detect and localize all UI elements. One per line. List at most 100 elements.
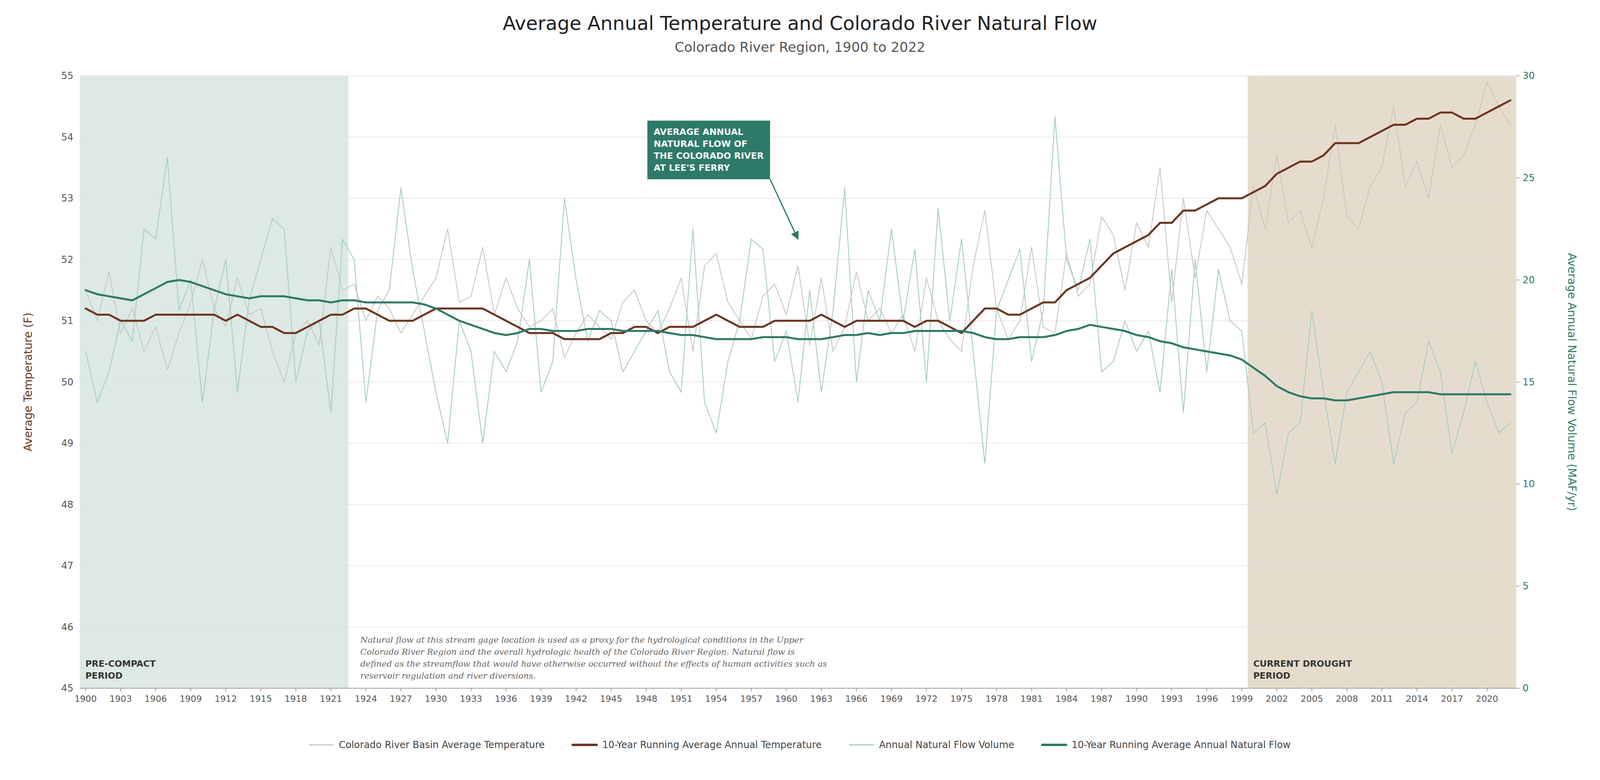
y2-tick — [1516, 687, 1520, 689]
x-tick — [1416, 688, 1418, 692]
annotation-text: AVERAGE ANNUALNATURAL FLOW OFTHE COLORAD… — [653, 126, 764, 173]
x-tick-label: 1972 — [915, 693, 938, 704]
grid-line — [79, 442, 1517, 444]
x-tick — [610, 688, 612, 692]
x-tick-label: 1909 — [179, 693, 202, 704]
y2-tick-label: 20 — [1522, 274, 1535, 286]
x-axis-line — [79, 687, 1517, 689]
legend-swatch — [849, 744, 874, 746]
grid-line — [79, 626, 1517, 628]
annual-line — [85, 116, 1511, 495]
x-tick-label: 1966 — [845, 693, 868, 704]
running-average-line — [85, 280, 1511, 401]
y2-tick — [1516, 75, 1520, 77]
x-tick-label: 1957 — [739, 693, 763, 704]
x-tick-label: 2017 — [1440, 693, 1464, 704]
x-tick — [330, 688, 332, 692]
y-tick-label: 48 — [61, 499, 74, 511]
x-tick — [926, 688, 928, 692]
running-average-line — [85, 100, 1511, 340]
y-tick-label: 52 — [61, 254, 74, 266]
title: Average Annual Temperature and Colorado … — [502, 11, 1098, 35]
grid-line — [79, 504, 1517, 506]
x-tick-label: 2020 — [1475, 693, 1499, 704]
legend-label: Annual Natural Flow Volume — [879, 739, 1015, 751]
x-tick — [435, 688, 437, 692]
x-tick — [716, 688, 717, 692]
legend-swatch — [572, 743, 597, 746]
x-tick — [891, 688, 892, 692]
grid-line — [79, 197, 1517, 199]
x-tick — [996, 688, 997, 692]
x-tick-label: 1927 — [389, 693, 413, 704]
legend-label: 10-Year Running Average Annual Natural F… — [1071, 739, 1291, 751]
x-tick-label: 2005 — [1300, 693, 1324, 704]
annotation-line: NATURAL FLOW OF — [653, 138, 748, 149]
lines — [85, 81, 1511, 495]
x-tick-label: 2008 — [1335, 693, 1358, 704]
y-tick-label: 49 — [61, 437, 74, 449]
grid — [79, 75, 1517, 689]
y2-tick-label: 5 — [1522, 580, 1529, 592]
x-tick — [120, 688, 122, 692]
x-tick — [785, 688, 787, 692]
x-tick — [856, 688, 857, 692]
grid-line — [79, 75, 1517, 77]
x-tick — [1171, 688, 1173, 692]
x-tick — [1101, 688, 1103, 692]
annotation-arrow — [770, 179, 799, 239]
x-tick-label: 1954 — [705, 693, 728, 704]
x-tick-label: 1981 — [1020, 693, 1043, 704]
x-tick — [400, 688, 402, 692]
x-tick-label: 1999 — [1230, 693, 1253, 704]
y-tick-label: 46 — [61, 621, 74, 633]
grid-line — [79, 259, 1517, 261]
x-tick — [1311, 688, 1313, 692]
x-tick — [1486, 688, 1488, 692]
footnote-line: Natural flow at this stream gage locatio… — [359, 635, 804, 645]
x-tick — [295, 688, 297, 692]
x-tick — [1381, 688, 1383, 692]
x-tick-label: 1948 — [635, 693, 658, 704]
annotation-line: AVERAGE ANNUAL — [653, 126, 744, 137]
footnote-line: defined as the streamflow that would hav… — [360, 658, 827, 669]
x-tick-label: 1942 — [564, 693, 588, 704]
x-tick — [680, 688, 682, 692]
x-tick-label: 1912 — [214, 693, 237, 704]
x-tick — [575, 688, 577, 692]
x-tick — [505, 688, 507, 692]
x-tick-label: 1933 — [459, 693, 483, 704]
x-tick — [540, 688, 542, 692]
x-tick — [85, 688, 87, 692]
period-label: PRE-COMPACTPERIOD — [85, 658, 156, 681]
period-label-line: CURRENT DROUGHT — [1253, 658, 1352, 669]
x-tick-label: 1960 — [775, 693, 798, 704]
x-tick-label: 1945 — [599, 693, 623, 704]
x-tick — [645, 688, 647, 692]
x-tick — [1031, 688, 1032, 692]
y-axis-label: Average Temperature (F) — [21, 312, 35, 452]
x-tick-label: 1963 — [810, 693, 833, 704]
chart: 1900190319061909191219151918192119241927… — [0, 0, 1600, 780]
period-label-line: PRE-COMPACT — [85, 658, 156, 669]
x-tick — [1276, 688, 1278, 692]
y2-tick — [1516, 585, 1520, 587]
x-tick-label: 1996 — [1195, 693, 1218, 704]
x-tick — [961, 688, 963, 692]
x-tick — [365, 688, 367, 692]
x-tick-label: 1987 — [1090, 693, 1113, 704]
legend-swatch — [309, 744, 334, 746]
grid-line — [79, 687, 1517, 689]
x-tick-label: 1951 — [670, 693, 693, 704]
y2-tick-label: 0 — [1522, 682, 1529, 694]
legend: Colorado River Basin Average Temperature… — [309, 739, 1291, 751]
x-tick-label: 1969 — [880, 693, 903, 704]
annotation-line: THE COLORADO RIVER — [653, 150, 764, 161]
subtitle: Colorado River Region, 1900 to 2022 — [674, 39, 926, 56]
annotation-box — [647, 120, 771, 180]
annotation: AVERAGE ANNUALNATURAL FLOW OFTHE COLORAD… — [647, 120, 799, 239]
y-tick-label: 47 — [61, 560, 74, 572]
y2-tick — [1516, 177, 1520, 179]
y2-tick-label: 30 — [1522, 70, 1535, 82]
period-label-line: PERIOD — [85, 670, 123, 681]
